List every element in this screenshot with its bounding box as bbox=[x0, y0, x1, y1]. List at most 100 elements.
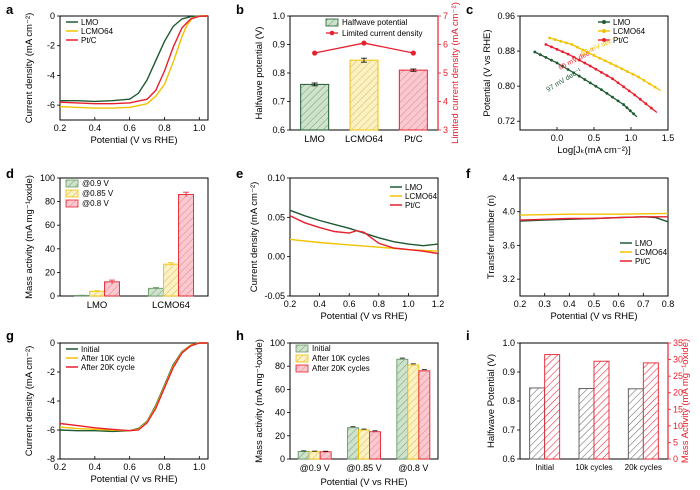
data-point-c bbox=[644, 102, 648, 106]
legend-entry: After 20K cycles bbox=[312, 364, 370, 373]
y-tick-label: -6 bbox=[47, 100, 55, 110]
data-point-c bbox=[632, 112, 635, 116]
y2-tick-label: 25 bbox=[673, 371, 683, 381]
x-tick-label: 1.5 bbox=[662, 133, 675, 143]
y-tick-label: 100 bbox=[270, 338, 285, 348]
data-point-c bbox=[559, 39, 563, 43]
y-tick-label: 80 bbox=[45, 197, 55, 207]
data-point-c bbox=[637, 75, 640, 79]
bar-mass-activity-cycle bbox=[347, 427, 359, 460]
data-point-c bbox=[566, 52, 570, 56]
legend-swatch bbox=[295, 344, 309, 353]
y-tick-label: -2 bbox=[47, 41, 55, 51]
legend-entry: LCMO64 bbox=[635, 248, 668, 257]
y-axis-label: Mass activity (mA mg⁻¹oxide) bbox=[24, 175, 35, 299]
x-axis-label: Potential (V vs RHE) bbox=[90, 135, 177, 146]
y2-tick-label: 4 bbox=[443, 97, 448, 107]
y2-tick-label: 10 bbox=[673, 421, 683, 431]
legend-swatch-marker bbox=[329, 30, 335, 36]
data-point-c bbox=[600, 88, 603, 92]
series-line-a bbox=[59, 15, 209, 105]
data-point-c bbox=[583, 78, 587, 81]
y-tick-label: 0 bbox=[50, 291, 55, 301]
data-point-c bbox=[577, 58, 581, 62]
category-label: 20k cycles bbox=[625, 463, 662, 472]
category-label: 10k cycles bbox=[575, 463, 612, 472]
data-point-c bbox=[570, 43, 574, 46]
y2-tick-label: 3 bbox=[443, 125, 448, 135]
data-point-c bbox=[616, 81, 620, 85]
bar-halfwave bbox=[300, 83, 330, 131]
data-point-c bbox=[561, 50, 564, 54]
legend-entry: LMO bbox=[635, 239, 652, 248]
series-line-g bbox=[59, 342, 208, 432]
category-label: LCMO64 bbox=[345, 134, 383, 145]
data-point-c bbox=[614, 64, 618, 68]
y2-tick-label: 30 bbox=[673, 355, 683, 365]
plot-frame-a bbox=[59, 15, 209, 121]
data-point-c bbox=[587, 51, 590, 55]
y-tick-label: 20 bbox=[45, 267, 55, 277]
x-axis-label: Log[Jₖ(mA cm⁻²)] bbox=[557, 145, 630, 156]
y-tick-label: 0 bbox=[50, 338, 55, 348]
data-point-c bbox=[625, 106, 629, 110]
x-tick-label: 0.6 bbox=[612, 299, 625, 309]
category-label: @0.8 V bbox=[398, 463, 428, 473]
series-line-a bbox=[60, 15, 208, 103]
panel-label-e: e bbox=[236, 166, 243, 181]
data-point-c bbox=[611, 77, 614, 81]
legend-entry: LMO bbox=[613, 18, 630, 27]
bar-mass-activity-cycle bbox=[358, 429, 370, 460]
legend-swatch bbox=[325, 18, 339, 27]
y-tick-label: 4.4 bbox=[502, 173, 515, 183]
panel-label-c: c bbox=[466, 2, 473, 17]
legend-entry: @0.9 V bbox=[82, 179, 109, 188]
bar-halfwave bbox=[349, 59, 379, 131]
series-line-e bbox=[289, 215, 439, 255]
data-point-c bbox=[594, 84, 598, 88]
category-label: LCMO64 bbox=[152, 300, 190, 311]
plot-frame-e bbox=[289, 177, 439, 297]
bar-mass-activity-cycle bbox=[369, 431, 381, 460]
data-point-c bbox=[575, 45, 579, 49]
y-tick-label: 0.80 bbox=[497, 81, 515, 91]
panel-label-d: d bbox=[6, 166, 14, 181]
x-tick-label: 0.8 bbox=[158, 462, 171, 472]
y-tick-label: 1.0 bbox=[502, 338, 515, 348]
y2-tick-label: 5 bbox=[443, 68, 448, 78]
data-point-c bbox=[544, 56, 548, 59]
legend-entry: LCMO64 bbox=[81, 27, 114, 36]
y-tick-label: 60 bbox=[275, 384, 285, 394]
legend-entry: Halfwave potential bbox=[342, 18, 408, 27]
y2-tick-label: 35 bbox=[673, 338, 683, 348]
series-line-f bbox=[519, 216, 668, 221]
x-tick-label: 1.0 bbox=[402, 299, 415, 309]
panel-label-h: h bbox=[236, 328, 244, 343]
x-tick-label: 0.6 bbox=[123, 123, 136, 133]
data-point-c bbox=[581, 48, 585, 52]
legend-entry: LMO bbox=[405, 183, 422, 192]
legend-swatch-marker bbox=[602, 20, 606, 24]
data-point-c bbox=[592, 54, 596, 57]
x-tick-label: 1.0 bbox=[193, 123, 206, 133]
x-tick-label: 0.2 bbox=[54, 123, 67, 133]
data-point-limited-current bbox=[361, 40, 367, 46]
y-axis-label: Potential (V vs RHE) bbox=[482, 29, 493, 116]
category-label: LMO bbox=[304, 134, 325, 145]
data-point-c bbox=[588, 81, 592, 85]
data-point-c bbox=[648, 82, 651, 86]
bar-mass-activity bbox=[148, 287, 164, 297]
y2-tick-label: 7 bbox=[443, 11, 448, 21]
y-tick-label: 0.10 bbox=[267, 173, 285, 183]
legend-entry: Pt/C bbox=[613, 36, 629, 45]
y-tick-label: 40 bbox=[275, 408, 285, 418]
bar-halfwave bbox=[398, 69, 428, 131]
y-tick-label: 3.6 bbox=[502, 240, 515, 250]
panel-label-a: a bbox=[6, 2, 14, 17]
legend-swatch bbox=[295, 354, 309, 363]
legend-entry: @0.85 V bbox=[82, 189, 114, 198]
panel-label-b: b bbox=[236, 2, 244, 17]
data-point-c bbox=[631, 72, 635, 76]
legend-swatch bbox=[295, 364, 309, 373]
